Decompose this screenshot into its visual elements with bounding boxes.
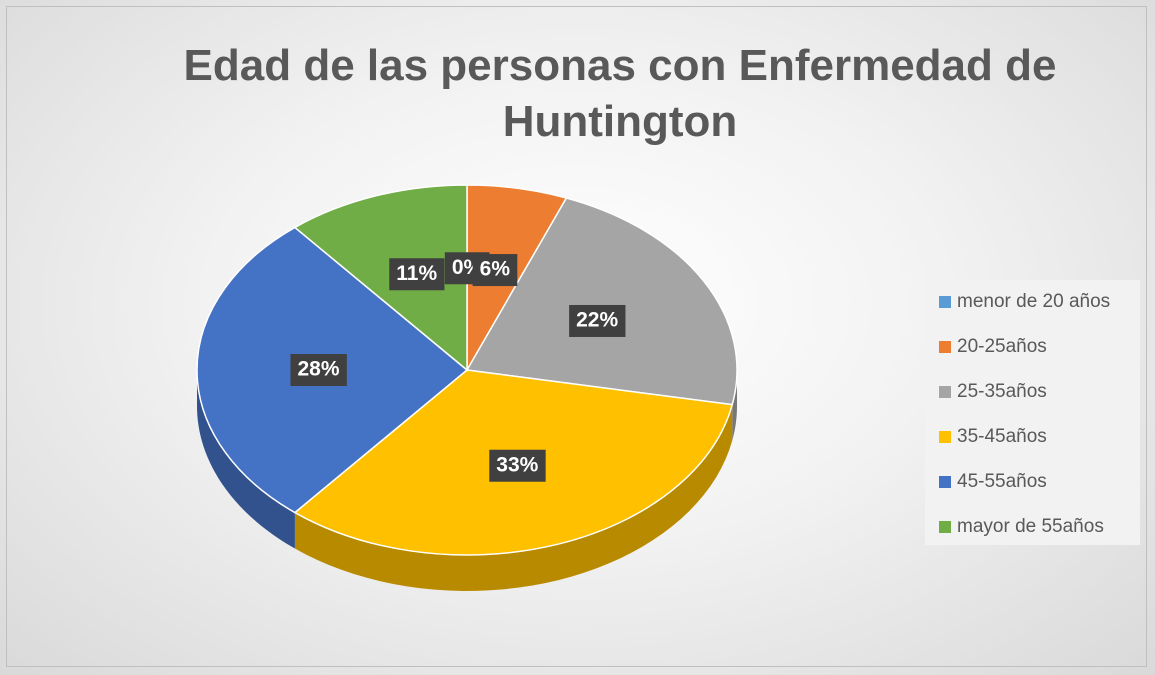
legend-swatch: [939, 386, 951, 398]
legend-label: menor de 20 años: [957, 291, 1110, 312]
legend-swatch: [939, 341, 951, 353]
data-label-text: 22%: [576, 309, 618, 332]
data-label: 11%: [389, 258, 445, 291]
slice-side: [197, 370, 295, 549]
legend-swatch: [939, 431, 951, 443]
data-label-text: 33%: [496, 453, 538, 476]
data-label-box: [489, 449, 546, 482]
legend-label: 25-35años: [957, 381, 1047, 402]
legend-label: 20-25años: [957, 336, 1047, 357]
data-label-box: [472, 254, 518, 287]
data-label-text: 11%: [396, 262, 437, 285]
data-label-text: 28%: [297, 358, 339, 381]
data-label: 22%: [569, 304, 626, 337]
data-label: 33%: [489, 449, 546, 482]
chart-border: [6, 6, 1147, 667]
legend-label: 45-55años: [957, 471, 1047, 492]
legend-label: 35-45años: [957, 426, 1047, 447]
data-label-box: [290, 354, 347, 386]
chart-title: Edad de las personas con Enfermedad de H…: [183, 41, 1057, 146]
pie-slice: [293, 184, 468, 372]
legend-swatch: [939, 521, 951, 533]
data-label-text: 6%: [480, 258, 511, 281]
pie-slice: [465, 197, 738, 406]
legend-swatch: [939, 296, 951, 308]
slice-side: [294, 404, 733, 591]
data-label-box: [569, 304, 626, 337]
legend-box: [925, 280, 1140, 545]
legend-label: mayor de 55años: [957, 516, 1104, 537]
data-label: 6%: [472, 254, 518, 287]
data-label-box: [389, 258, 445, 291]
legend-swatch: [939, 476, 951, 488]
data-label: 28%: [290, 354, 347, 386]
